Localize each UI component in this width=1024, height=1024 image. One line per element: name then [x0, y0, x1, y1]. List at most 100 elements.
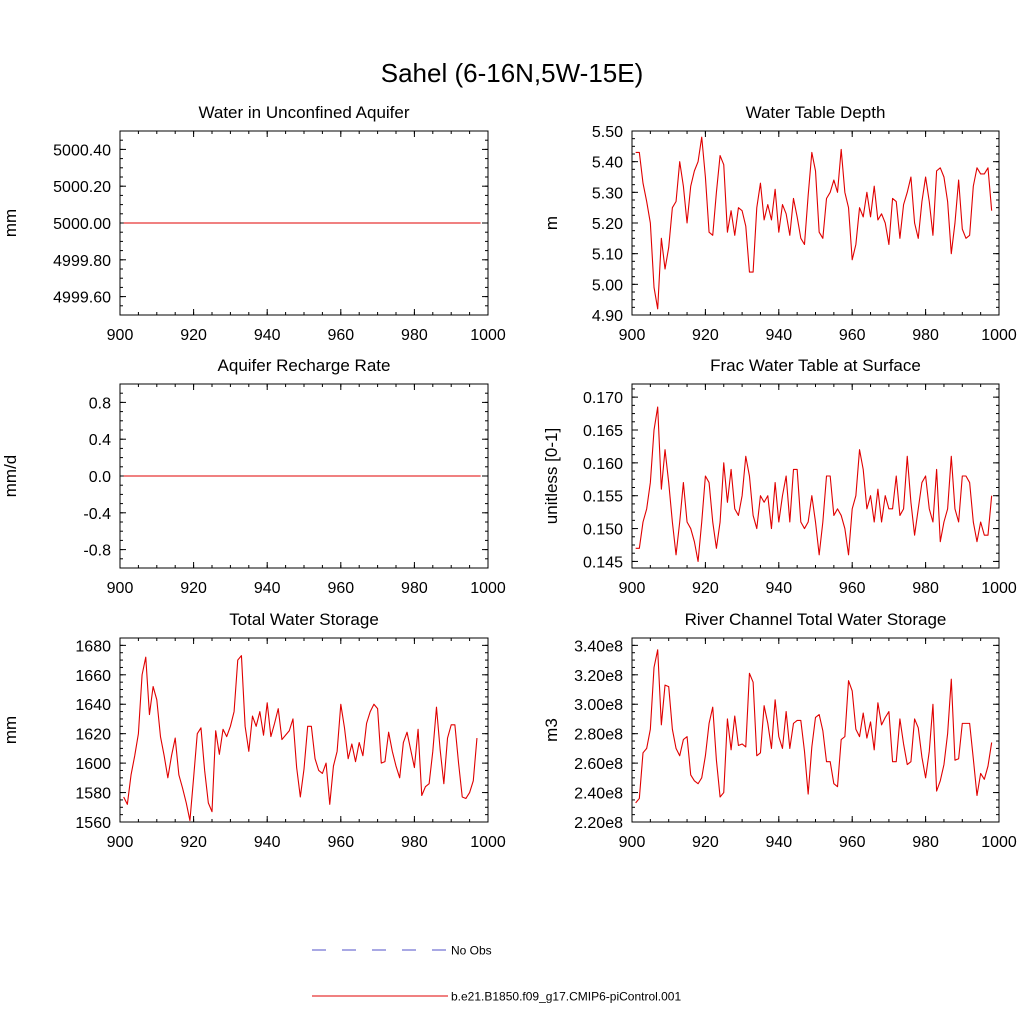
- x-tick-label: 920: [692, 834, 719, 851]
- figure-title: Sahel (6-16N,5W-15E): [381, 58, 644, 88]
- x-tick-label: 960: [327, 327, 354, 344]
- panel-title: Water Table Depth: [746, 103, 886, 122]
- x-tick-label: 1000: [981, 834, 1017, 851]
- x-tick-label: 940: [254, 580, 281, 597]
- x-tick-label: 980: [401, 327, 428, 344]
- x-tick-label: 920: [692, 580, 719, 597]
- x-tick-label: 1000: [470, 327, 506, 344]
- panel-title: Water in Unconfined Aquifer: [198, 103, 409, 122]
- y-tick-label: -0.4: [83, 506, 111, 523]
- y-tick-label: 1680: [75, 638, 111, 655]
- x-tick-label: 1000: [981, 580, 1017, 597]
- panel-title: Aquifer Recharge Rate: [218, 356, 391, 375]
- plot-frame: [631, 637, 1000, 823]
- plot-frame: [631, 383, 1000, 569]
- y-axis-label: mm/d: [1, 455, 20, 498]
- y-tick-label: 3.00e8: [574, 697, 623, 714]
- series-line: [635, 136, 993, 310]
- legend-no-obs-label: No Obs: [451, 944, 492, 958]
- y-tick-label: 2.80e8: [574, 727, 623, 744]
- y-tick-label: 0.170: [583, 390, 623, 407]
- y-tick-label: 5000.00: [53, 216, 111, 233]
- x-tick-label: 960: [327, 580, 354, 597]
- panel-title: Frac Water Table at Surface: [710, 356, 921, 375]
- y-tick-label: 3.40e8: [574, 638, 623, 655]
- chart-panels: 900 920 940 960 980 1000 4999.60 4999.80 5000.00…: [1, 103, 1017, 851]
- x-tick-label: 960: [839, 834, 866, 851]
- y-tick-label: 1640: [75, 697, 111, 714]
- y-tick-label: 3.20e8: [574, 668, 623, 685]
- x-tick-label: 920: [180, 834, 207, 851]
- y-tick-label: 2.20e8: [574, 815, 623, 832]
- x-tick-label: 900: [619, 327, 646, 344]
- y-tick-label: 2.40e8: [574, 786, 623, 803]
- series-line: [635, 649, 993, 804]
- panel-p5: 900 920 940 960 980 1000 1560 1580 1600 1620 1640 1…: [1, 610, 506, 851]
- y-tick-label: 1660: [75, 668, 111, 685]
- y-axis-label: m: [542, 216, 561, 230]
- x-tick-label: 900: [107, 834, 134, 851]
- x-tick-label: 920: [180, 327, 207, 344]
- panel-title: Total Water Storage: [229, 610, 379, 629]
- y-tick-label: 4999.60: [53, 290, 111, 307]
- panel-title: River Channel Total Water Storage: [685, 610, 947, 629]
- y-tick-label: 4999.80: [53, 253, 111, 270]
- y-tick-label: 5.20: [592, 216, 623, 233]
- y-tick-label: 0.0: [89, 469, 111, 486]
- x-tick-label: 1000: [470, 834, 506, 851]
- x-tick-label: 940: [254, 327, 281, 344]
- x-tick-label: 900: [107, 580, 134, 597]
- x-tick-label: 980: [401, 580, 428, 597]
- panel-p1: 900 920 940 960 980 1000 4999.60 4999.80 5000.00…: [1, 103, 506, 344]
- x-tick-label: 980: [401, 834, 428, 851]
- y-tick-label: 0.4: [89, 432, 111, 449]
- panel-p6: 900 920 940 960 980 1000 2.20e8 2.40e8 2.60e8 2.8…: [542, 610, 1017, 851]
- y-tick-label: 0.165: [583, 423, 623, 440]
- x-tick-label: 900: [619, 580, 646, 597]
- y-axis-label: m3: [542, 718, 561, 742]
- x-tick-label: 940: [765, 834, 792, 851]
- x-tick-label: 920: [692, 327, 719, 344]
- x-tick-label: 960: [839, 327, 866, 344]
- y-tick-label: -0.8: [83, 543, 111, 560]
- panel-p2: 900 920 940 960 980 1000 4.90 5.00 5.10 5.20 5.30 5…: [542, 103, 1017, 344]
- y-tick-label: 0.155: [583, 489, 623, 506]
- x-tick-label: 960: [327, 834, 354, 851]
- y-tick-label: 1580: [75, 786, 111, 803]
- y-tick-label: 5.40: [592, 155, 623, 172]
- x-tick-label: 980: [912, 580, 939, 597]
- x-tick-label: 920: [180, 580, 207, 597]
- y-axis-label: mm: [1, 209, 20, 237]
- y-tick-label: 1620: [75, 727, 111, 744]
- y-tick-label: 4.90: [592, 308, 623, 325]
- y-tick-label: 1560: [75, 815, 111, 832]
- x-tick-label: 980: [912, 327, 939, 344]
- y-tick-label: 0.160: [583, 456, 623, 473]
- series-line: [123, 655, 478, 822]
- x-tick-label: 900: [619, 834, 646, 851]
- y-tick-label: 5.50: [592, 124, 623, 141]
- x-tick-label: 980: [912, 834, 939, 851]
- panel-p4: 900 920 940 960 980 1000 0.145 0.150 0.155 0.160 0…: [542, 356, 1017, 597]
- legend-model-label: b.e21.B1850.f09_g17.CMIP6-piControl.001: [451, 990, 681, 1004]
- series-line: [635, 406, 993, 562]
- x-tick-label: 1000: [981, 327, 1017, 344]
- plot-frame: [119, 637, 489, 823]
- y-tick-label: 2.60e8: [574, 756, 623, 773]
- y-tick-label: 5.00: [592, 277, 623, 294]
- x-tick-label: 900: [107, 327, 134, 344]
- y-tick-label: 0.150: [583, 522, 623, 539]
- panel-p3: 900 920 940 960 980 1000 -0.8 -0.4 0.0 0.4 0.8 Aqui…: [1, 356, 506, 597]
- y-tick-label: 5000.20: [53, 179, 111, 196]
- y-axis-label: mm: [1, 716, 20, 744]
- x-tick-label: 1000: [470, 580, 506, 597]
- y-axis-label: unitless [0-1]: [542, 428, 561, 524]
- y-tick-label: 5.10: [592, 247, 623, 264]
- x-tick-label: 940: [765, 327, 792, 344]
- y-tick-label: 0.8: [89, 395, 111, 412]
- x-tick-label: 940: [765, 580, 792, 597]
- y-tick-label: 0.145: [583, 554, 623, 571]
- y-tick-label: 5000.40: [53, 142, 111, 159]
- x-tick-label: 960: [839, 580, 866, 597]
